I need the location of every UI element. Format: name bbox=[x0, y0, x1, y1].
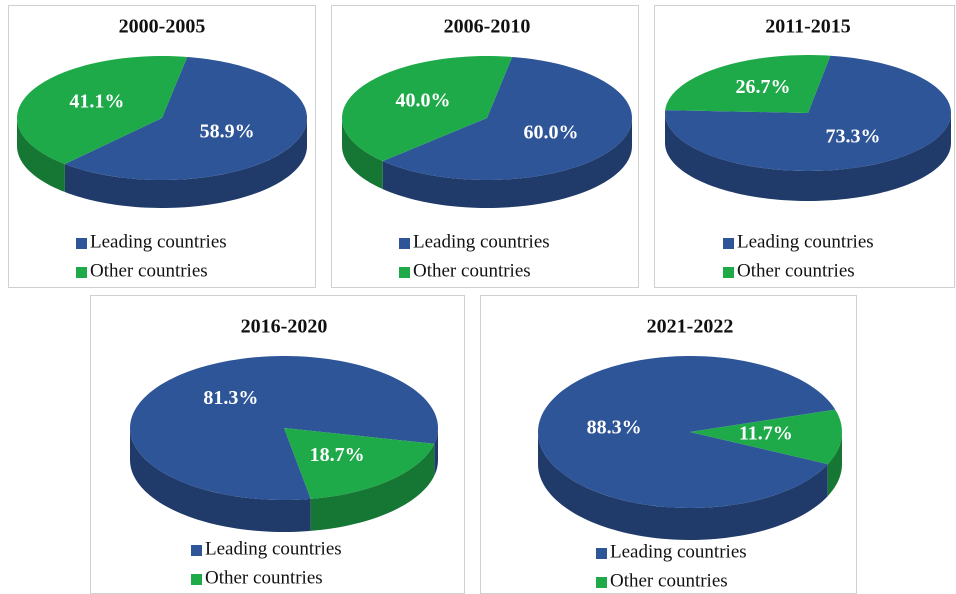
chart-title: 2006-2010 bbox=[444, 16, 531, 38]
pie-slice bbox=[382, 56, 632, 208]
slice-top bbox=[17, 56, 188, 165]
data-label: 26.7% bbox=[735, 76, 790, 98]
slice-top bbox=[690, 409, 842, 465]
legend-label: Leading countries bbox=[737, 231, 874, 252]
legend-label: Other countries bbox=[737, 260, 855, 281]
slice-side bbox=[17, 118, 65, 193]
data-label: 81.3% bbox=[203, 387, 258, 409]
legend-marker bbox=[76, 238, 87, 249]
slice-side bbox=[827, 432, 842, 497]
slice-side bbox=[434, 428, 438, 476]
slice-top bbox=[284, 428, 435, 499]
slice-top bbox=[382, 56, 632, 180]
slice-top bbox=[130, 356, 438, 500]
legend-label: Other countries bbox=[90, 260, 208, 281]
legend-marker bbox=[596, 577, 607, 588]
chart-title: 2000-2005 bbox=[119, 16, 206, 38]
legend-marker bbox=[191, 574, 202, 585]
pie-slice bbox=[284, 428, 435, 531]
legend-marker bbox=[76, 267, 87, 278]
pie-slice bbox=[538, 356, 836, 540]
legend-marker bbox=[191, 545, 202, 556]
data-label: 73.3% bbox=[826, 125, 881, 147]
data-label: 88.3% bbox=[587, 417, 642, 439]
pie-panel: 2000-2005 58.9% 41.1% Leading countries Othe… bbox=[8, 5, 316, 288]
slice-side bbox=[382, 118, 632, 208]
data-label: 11.7% bbox=[739, 422, 793, 444]
chart-title: 2021-2022 bbox=[647, 316, 734, 338]
slice-side bbox=[342, 118, 383, 190]
pie-slice bbox=[665, 55, 951, 201]
pie-slice bbox=[342, 56, 513, 190]
legend-marker bbox=[723, 238, 734, 249]
data-label: 41.1% bbox=[69, 91, 124, 113]
slice-side bbox=[130, 428, 311, 532]
chart-title: 2016-2020 bbox=[241, 316, 328, 338]
pie-panel: 2011-2015 73.3% 26.7% Leading countries Othe… bbox=[654, 5, 955, 288]
slice-side bbox=[665, 113, 951, 201]
legend-label: Leading countries bbox=[90, 231, 227, 252]
legend-marker bbox=[399, 267, 410, 278]
legend-label: Leading countries bbox=[610, 541, 747, 562]
data-label: 18.7% bbox=[310, 444, 365, 466]
legend-label: Other countries bbox=[610, 570, 728, 591]
legend-marker bbox=[399, 238, 410, 249]
data-label: 40.0% bbox=[395, 90, 450, 112]
slice-side bbox=[64, 118, 308, 208]
slice-top bbox=[342, 56, 513, 162]
legend-marker bbox=[596, 548, 607, 559]
legend-label: Leading countries bbox=[413, 231, 550, 252]
pie-slice bbox=[665, 55, 831, 113]
slice-side bbox=[538, 432, 828, 540]
pie-panel: 2006-2010 60.0% 40.0% Leading countries Othe… bbox=[331, 5, 639, 288]
pie-slice bbox=[690, 409, 842, 497]
slice-side bbox=[310, 443, 435, 531]
slice-top bbox=[665, 55, 831, 113]
chart-title: 2011-2015 bbox=[765, 16, 851, 38]
legend-marker bbox=[723, 267, 734, 278]
legend-label: Other countries bbox=[413, 260, 531, 281]
slice-top bbox=[64, 56, 307, 180]
legend-label: Leading countries bbox=[205, 538, 342, 559]
data-label: 58.9% bbox=[200, 121, 255, 143]
pie-slice bbox=[64, 56, 308, 208]
slice-top bbox=[665, 55, 951, 171]
legend-label: Other countries bbox=[205, 567, 323, 588]
pie-slice bbox=[17, 56, 188, 193]
pie-panel: 2021-2022 88.3% 11.7% Leading countries Othe… bbox=[480, 295, 857, 594]
pie-slice bbox=[130, 356, 438, 532]
data-label: 60.0% bbox=[524, 122, 579, 144]
slice-top bbox=[538, 356, 836, 508]
pie-panel: 2016-2020 81.3% 18.7% Leading countries Othe… bbox=[90, 295, 465, 594]
